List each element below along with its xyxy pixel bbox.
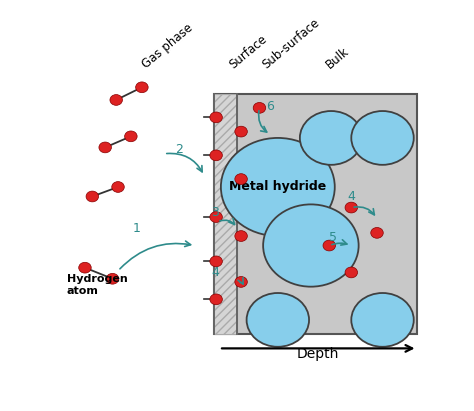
Circle shape [112, 182, 124, 192]
Text: 4: 4 [347, 190, 355, 203]
Text: Surface: Surface [227, 32, 269, 72]
Circle shape [110, 95, 122, 105]
Circle shape [371, 228, 383, 238]
Text: Depth: Depth [297, 347, 339, 361]
Circle shape [351, 293, 414, 347]
Circle shape [235, 277, 247, 287]
Circle shape [323, 240, 336, 251]
Text: 2: 2 [175, 143, 182, 155]
Circle shape [235, 174, 247, 185]
Bar [213, 94, 237, 334]
Text: 3: 3 [211, 206, 219, 219]
Circle shape [210, 256, 222, 267]
Circle shape [300, 111, 362, 165]
Circle shape [235, 126, 247, 137]
Circle shape [79, 262, 91, 273]
Text: Gas phase: Gas phase [140, 22, 196, 72]
Text: 6: 6 [266, 100, 274, 113]
Bar [213, 94, 237, 334]
Circle shape [136, 82, 148, 92]
Circle shape [99, 142, 111, 153]
Circle shape [263, 204, 359, 287]
Text: 1: 1 [132, 222, 140, 235]
Circle shape [125, 131, 137, 142]
Circle shape [210, 212, 222, 222]
Circle shape [345, 202, 357, 213]
Circle shape [235, 231, 247, 241]
Text: 4: 4 [211, 266, 219, 279]
Text: Bulk: Bulk [324, 45, 352, 72]
Bar [213, 94, 418, 334]
Circle shape [210, 150, 222, 161]
Text: 5: 5 [329, 231, 337, 244]
Text: Hydrogen
atom: Hydrogen atom [66, 274, 128, 296]
Circle shape [210, 294, 222, 305]
Circle shape [106, 273, 119, 284]
Text: Metal hydride: Metal hydride [229, 180, 327, 194]
Circle shape [86, 191, 99, 202]
Circle shape [246, 293, 309, 347]
Text: Sub-surface: Sub-surface [259, 16, 322, 72]
Circle shape [253, 102, 266, 113]
Circle shape [351, 111, 414, 165]
Circle shape [210, 112, 222, 123]
Circle shape [221, 138, 335, 236]
Circle shape [345, 267, 357, 278]
